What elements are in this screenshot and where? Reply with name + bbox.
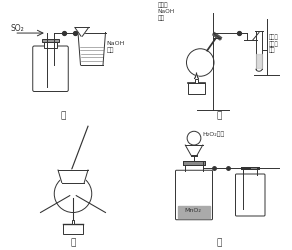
Polygon shape	[195, 72, 198, 79]
Text: 丁: 丁	[216, 238, 222, 247]
Bar	[241, 166, 259, 170]
Text: 溴乙烷
NaOH
乙醇: 溴乙烷 NaOH 乙醇	[158, 2, 175, 21]
Polygon shape	[178, 206, 210, 218]
Text: MnO₂: MnO₂	[184, 208, 201, 214]
Bar	[188, 82, 205, 94]
Bar	[44, 42, 57, 48]
Bar	[195, 79, 198, 82]
Bar	[41, 40, 60, 42]
Bar	[72, 220, 74, 224]
FancyBboxPatch shape	[175, 170, 213, 220]
Text: 乙: 乙	[216, 112, 222, 121]
Polygon shape	[256, 54, 262, 68]
Text: SO₂: SO₂	[11, 24, 24, 33]
Polygon shape	[185, 145, 203, 155]
Polygon shape	[58, 170, 88, 182]
Bar	[63, 224, 83, 234]
FancyBboxPatch shape	[236, 174, 265, 216]
Text: 高锰酸
钾酸性
溶液: 高锰酸 钾酸性 溶液	[269, 34, 279, 53]
Text: 丙: 丙	[70, 238, 76, 247]
Bar	[183, 161, 205, 164]
Polygon shape	[75, 28, 88, 36]
FancyBboxPatch shape	[33, 46, 68, 92]
Text: NaOH
溶液: NaOH 溶液	[107, 41, 125, 53]
Text: 甲: 甲	[60, 112, 66, 121]
Text: H₂O₂溶液: H₂O₂溶液	[203, 132, 225, 137]
